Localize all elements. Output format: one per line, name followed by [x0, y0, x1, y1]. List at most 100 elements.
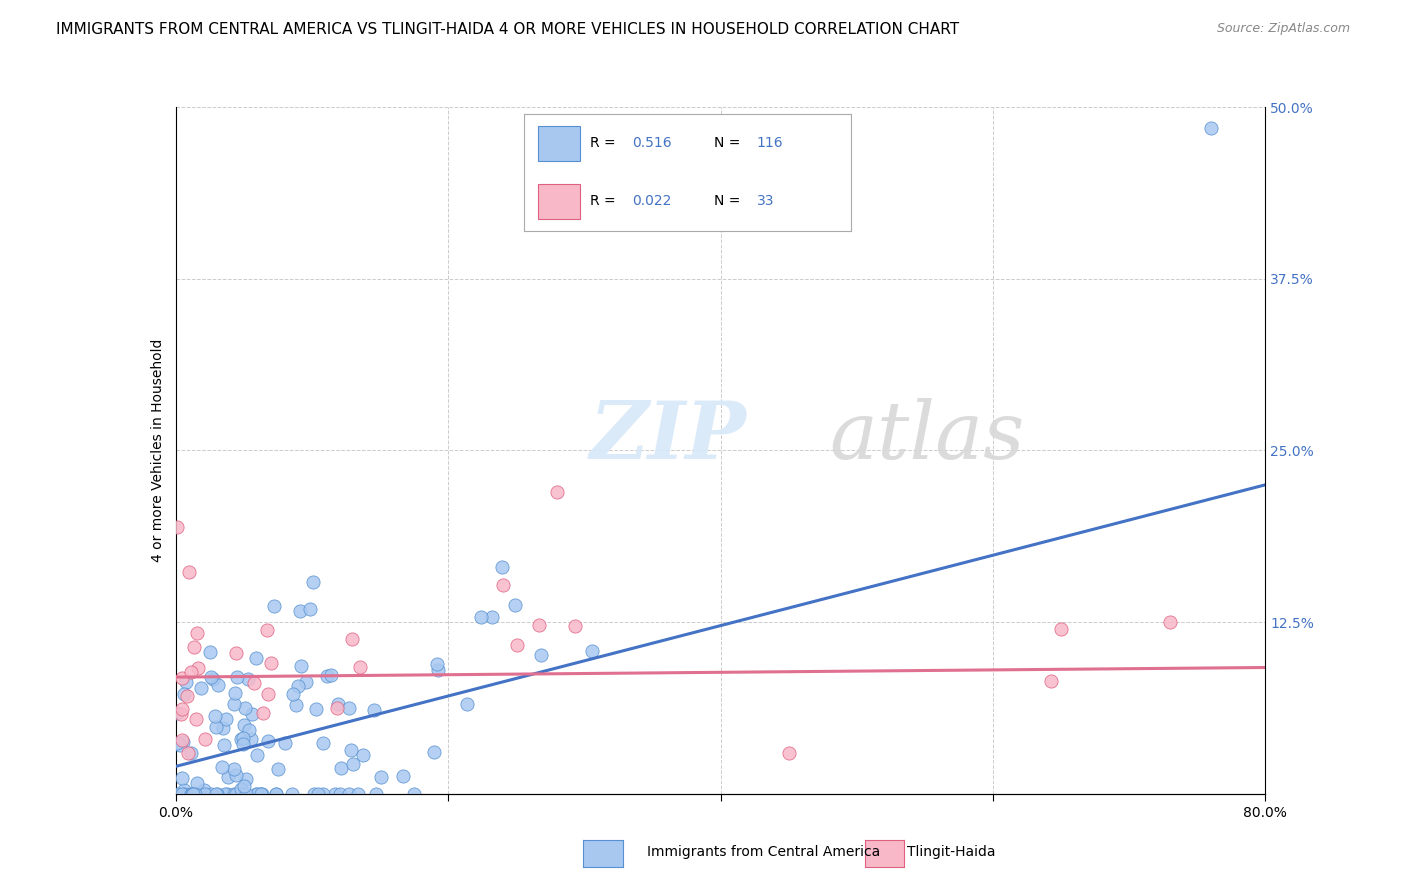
Point: [290, 659, 312, 673]
Point: [180, 747, 202, 761]
Point: [288, 604, 311, 618]
Point: [426, 657, 449, 672]
Point: [470, 610, 492, 624]
Point: [564, 619, 586, 633]
Point: [363, 702, 385, 716]
Point: [307, 787, 329, 801]
Point: [305, 702, 328, 716]
Point: [245, 748, 267, 763]
Point: [240, 731, 263, 746]
Point: [423, 745, 446, 759]
Point: [225, 670, 247, 684]
Point: [492, 578, 515, 592]
Point: [246, 787, 269, 801]
Point: [186, 626, 208, 640]
Point: [546, 484, 568, 499]
Point: [217, 770, 239, 784]
Point: [184, 713, 207, 727]
Point: [274, 736, 297, 750]
Point: [214, 787, 236, 801]
Point: [201, 672, 224, 686]
Point: [173, 783, 195, 797]
Point: [235, 787, 257, 801]
Point: [170, 707, 193, 722]
Point: [187, 661, 209, 675]
Point: [264, 787, 287, 801]
Point: [232, 786, 254, 800]
Point: [198, 644, 221, 658]
Point: [287, 679, 309, 693]
Point: [337, 787, 360, 801]
Y-axis label: 4 or more Vehicles in Household: 4 or more Vehicles in Household: [152, 339, 166, 562]
Point: [503, 598, 526, 612]
Point: [229, 782, 252, 797]
Point: [527, 618, 550, 632]
Point: [1040, 673, 1063, 688]
Point: [347, 787, 370, 801]
Point: [352, 747, 374, 762]
Point: [240, 706, 263, 721]
Point: [481, 610, 503, 624]
Point: [176, 690, 198, 704]
Point: [225, 787, 247, 801]
Point: [456, 698, 478, 712]
Point: [205, 720, 228, 734]
Point: [392, 769, 415, 783]
Point: [281, 687, 304, 701]
Point: [328, 697, 350, 711]
Point: [225, 768, 247, 782]
Point: [215, 787, 238, 801]
Point: [222, 787, 245, 801]
Point: [312, 736, 335, 750]
Point: [180, 787, 202, 801]
Text: Immigrants from Central America: Immigrants from Central America: [647, 845, 880, 859]
Text: ZIP: ZIP: [591, 398, 747, 475]
Point: [238, 723, 260, 737]
Point: [1159, 615, 1181, 630]
Point: [200, 670, 222, 684]
Point: [193, 783, 215, 797]
Point: [249, 787, 271, 801]
Point: [179, 565, 201, 579]
Point: [337, 701, 360, 715]
Point: [228, 787, 250, 801]
Point: [245, 650, 267, 665]
Point: [232, 731, 254, 745]
Point: [172, 735, 194, 749]
Point: [167, 787, 190, 801]
Point: [349, 660, 371, 674]
Point: [184, 787, 207, 801]
Point: [231, 732, 253, 747]
Point: [530, 648, 553, 662]
Point: [166, 520, 188, 534]
Point: [233, 718, 256, 732]
Text: IMMIGRANTS FROM CENTRAL AMERICA VS TLINGIT-HAIDA 4 OR MORE VEHICLES IN HOUSEHOLD: IMMIGRANTS FROM CENTRAL AMERICA VS TLING…: [56, 22, 959, 37]
Point: [166, 736, 188, 750]
Point: [370, 770, 392, 784]
Point: [329, 787, 352, 801]
Point: [257, 687, 280, 701]
Point: [402, 787, 425, 801]
Point: [1050, 622, 1073, 636]
Point: [242, 676, 264, 690]
Point: [342, 757, 364, 772]
Point: [170, 787, 193, 801]
Point: [224, 697, 246, 711]
Point: [212, 739, 235, 753]
Point: [224, 686, 246, 700]
Point: [235, 772, 257, 786]
Point: [172, 733, 194, 747]
Point: [207, 678, 229, 692]
Point: [169, 738, 191, 752]
Point: [263, 599, 285, 613]
Point: [190, 681, 212, 696]
Point: [294, 675, 316, 690]
Point: [302, 787, 325, 801]
Point: [491, 559, 513, 574]
Point: [751, 155, 773, 169]
Point: [212, 722, 235, 736]
Point: [180, 665, 202, 680]
Point: [205, 787, 228, 801]
Point: [312, 787, 335, 801]
Point: [232, 779, 254, 793]
